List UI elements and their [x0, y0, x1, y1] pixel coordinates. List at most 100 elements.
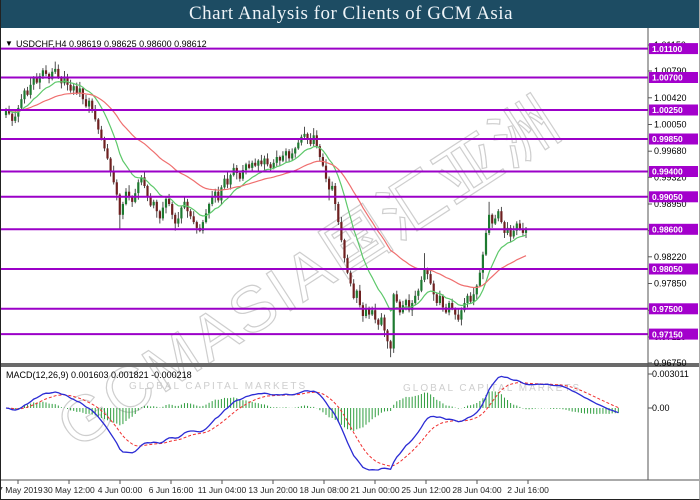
- title-bar: Chart Analysis for Clients of GCM Asia: [1, 0, 699, 28]
- candle: [174, 214, 177, 224]
- price-tick-label: 1.00790: [654, 66, 687, 76]
- symbol-dropdown-icon[interactable]: ▼: [5, 39, 13, 48]
- price-tick-label: 0.97850: [654, 279, 687, 289]
- candle: [60, 77, 63, 84]
- candle: [103, 139, 106, 149]
- macd-layer: [5, 375, 619, 471]
- price-level-label-box[interactable]: [649, 72, 698, 83]
- candle: [4, 110, 8, 116]
- candle: [201, 222, 204, 231]
- date-label: 13 Jun 20:00: [248, 485, 297, 495]
- date-label: 2 Jul 16:00: [507, 485, 549, 495]
- candle: [275, 157, 278, 163]
- candle: [383, 317, 386, 331]
- candle: [121, 204, 124, 215]
- price-level-label-box[interactable]: [649, 263, 698, 275]
- candle: [189, 211, 192, 217]
- candle: [251, 162, 254, 168]
- candle: [466, 295, 469, 303]
- candle: [23, 90, 26, 100]
- candle: [444, 307, 448, 313]
- candle: [241, 170, 244, 179]
- candle: [340, 222, 343, 241]
- candle: [112, 171, 115, 183]
- candle: [371, 310, 374, 315]
- candle: [392, 294, 395, 349]
- candle: [195, 222, 198, 228]
- candle: [284, 151, 288, 156]
- candle: [84, 99, 88, 107]
- candle: [272, 162, 275, 168]
- candle: [509, 227, 512, 237]
- candle: [288, 151, 291, 159]
- candle: [374, 310, 377, 320]
- price-level-label-box[interactable]: [649, 191, 698, 203]
- candle: [140, 177, 143, 183]
- watermark-subtitle: GLOBAL CAPITAL MARKETS: [129, 381, 307, 392]
- price-level-label: 1.01100: [652, 44, 683, 54]
- candle: [41, 70, 44, 77]
- candle: [475, 285, 478, 295]
- price-level-label-box[interactable]: [649, 43, 698, 55]
- date-label: 11 Jun 04:00: [198, 485, 247, 495]
- candle: [106, 148, 109, 159]
- candle: [149, 196, 152, 206]
- level-labels: 1.01100 1.00700 1.00250 0.99850 0.99400 0.990…: [649, 43, 698, 340]
- date-label: 30 May 12:00: [43, 485, 95, 495]
- candle: [518, 223, 521, 230]
- price-tick-label: 1.00050: [654, 120, 687, 130]
- candle: [118, 194, 121, 215]
- price-level-label-box[interactable]: [649, 303, 698, 315]
- candle: [512, 230, 515, 237]
- candle: [294, 148, 297, 154]
- price-level-label-box[interactable]: [649, 328, 698, 340]
- candle: [115, 182, 118, 195]
- candle: [429, 274, 432, 284]
- candle: [457, 314, 460, 320]
- pane-splitter[interactable]: [1, 363, 700, 367]
- candle: [57, 68, 60, 78]
- candle: [478, 272, 481, 286]
- candle: [524, 228, 528, 233]
- candle: [398, 301, 401, 313]
- macd-signal-line: [5, 382, 619, 467]
- chart-canvas[interactable]: GCMASIA国汇亚洲 GLOBAL CAPITAL MARKETS GLOBA…: [1, 28, 700, 500]
- candle: [38, 76, 41, 83]
- candle: [491, 214, 494, 224]
- candle: [211, 196, 214, 204]
- candle: [78, 88, 81, 94]
- candle: [488, 214, 491, 233]
- candle: [463, 303, 466, 311]
- candle: [48, 73, 51, 79]
- candle: [66, 76, 69, 85]
- macd-label: MACD(12,26,9) 0.001603 0.001821 -0.00021…: [6, 370, 192, 380]
- candle: [226, 178, 229, 185]
- candle: [94, 110, 97, 120]
- candle: [432, 283, 435, 295]
- price-level-label: 0.97500: [652, 304, 683, 314]
- candle: [223, 178, 226, 188]
- candle: [278, 157, 281, 161]
- candle: [183, 201, 186, 208]
- date-label: 27 May 2019: [1, 485, 43, 495]
- price-level-label-box[interactable]: [649, 133, 698, 145]
- candle: [69, 84, 72, 91]
- candle: [420, 279, 423, 291]
- price-level-label-box[interactable]: [649, 223, 698, 235]
- candle: [346, 258, 349, 273]
- candle: [238, 172, 241, 179]
- symbol-info: USDCHF,H4 0.98619 0.98625 0.98600 0.9861…: [16, 39, 207, 49]
- candle: [352, 283, 355, 298]
- candle: [54, 68, 57, 72]
- candle: [306, 133, 309, 139]
- candle: [297, 142, 300, 149]
- price-level-label-box[interactable]: [649, 166, 698, 177]
- candle: [386, 330, 389, 342]
- macd-main-line: [5, 375, 619, 471]
- price-level-label-box[interactable]: [649, 104, 698, 116]
- candle: [281, 155, 284, 161]
- candle: [11, 113, 14, 121]
- candle: [131, 196, 134, 202]
- macd-scale-zero: 0.00: [652, 403, 670, 413]
